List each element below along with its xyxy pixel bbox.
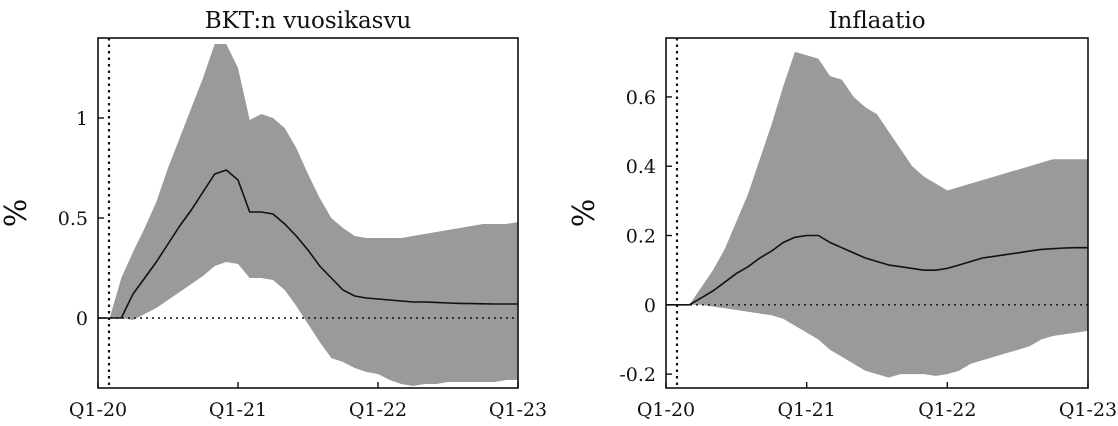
y-tick-label: 0.2 <box>626 226 656 248</box>
y-axis-label: % <box>567 199 602 228</box>
y-tick-label: -0.2 <box>619 364 656 386</box>
x-tick-label: Q1-23 <box>489 399 547 421</box>
median-line <box>666 234 1088 306</box>
y-tick-label: 0 <box>76 308 88 330</box>
chart-panel-gdp-growth: Q1-20 Q1-21 Q1-22 Q1-23 0 0.5 1 BKT:n vuosikasv… <box>0 8 547 421</box>
chart-title: BKT:n vuosikasvu <box>205 8 412 34</box>
x-tick-label: Q1-20 <box>637 399 695 421</box>
median-line <box>98 169 518 319</box>
plot-frame <box>665 37 1089 389</box>
plot-frame <box>97 37 519 389</box>
chart-title: Inflaatio <box>828 8 925 34</box>
y-tick-label: 0.4 <box>626 156 656 178</box>
confidence-band <box>666 51 1088 378</box>
y-tick-label: 0.6 <box>626 87 656 109</box>
y-tick-label: 1 <box>76 108 88 130</box>
y-axis-label: % <box>0 199 34 228</box>
confidence-band <box>98 44 518 386</box>
chart-panel-inflation: Q1-20 Q1-21 Q1-22 Q1-23 -0.2 0 0.2 0.4 0.6 Inflaa… <box>567 8 1117 421</box>
x-tick-label: Q1-20 <box>69 399 127 421</box>
y-tick-label: 0 <box>644 295 656 317</box>
x-tick-label: Q1-22 <box>918 399 976 421</box>
y-tick-label: 0.5 <box>58 208 88 230</box>
x-tick-label: Q1-22 <box>349 399 407 421</box>
x-tick-label: Q1-21 <box>209 399 267 421</box>
x-tick-label: Q1-23 <box>1059 399 1117 421</box>
x-tick-label: Q1-21 <box>778 399 836 421</box>
